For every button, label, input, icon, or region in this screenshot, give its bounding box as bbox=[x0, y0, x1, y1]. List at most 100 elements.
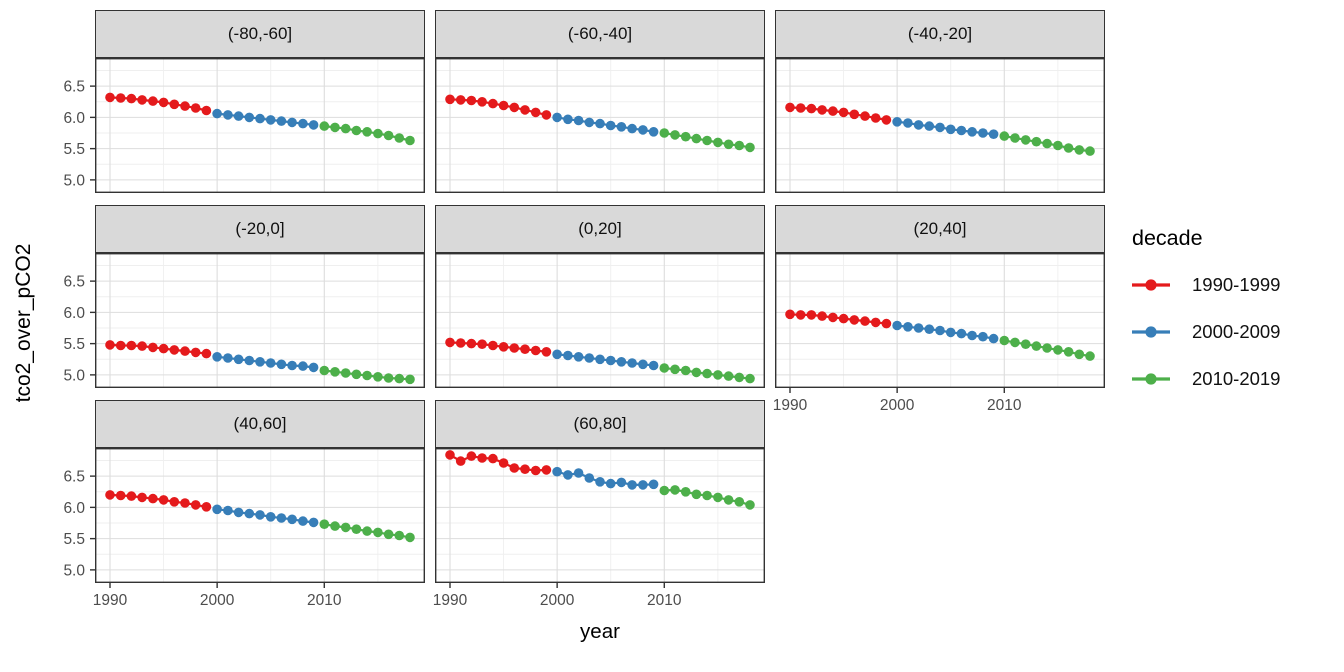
data-point bbox=[584, 473, 595, 483]
legend-key-icon bbox=[1132, 279, 1170, 291]
data-point bbox=[488, 98, 498, 109]
data-point bbox=[169, 345, 180, 355]
data-point bbox=[383, 130, 394, 141]
data-point bbox=[383, 373, 394, 383]
data-point bbox=[319, 365, 330, 376]
y-tick-label: 6.5 bbox=[63, 469, 85, 486]
facet-panel: 5.0 5.5 6.0 6.5 bbox=[63, 252, 426, 389]
y-axis-title: tco2_over_pCO2 bbox=[12, 243, 35, 403]
data-point bbox=[255, 510, 265, 520]
data-point bbox=[455, 456, 466, 466]
data-point bbox=[520, 105, 530, 115]
data-point bbox=[340, 368, 351, 378]
data-point bbox=[999, 131, 1010, 141]
data-point bbox=[723, 371, 734, 381]
data-point bbox=[967, 330, 977, 341]
data-point bbox=[1010, 133, 1020, 143]
data-point bbox=[405, 374, 415, 385]
data-point bbox=[745, 142, 755, 153]
legend-entry-label: 2000-2009 bbox=[1192, 321, 1281, 342]
y-tick-label: 5.0 bbox=[63, 172, 85, 189]
data-point bbox=[648, 360, 659, 371]
data-point bbox=[870, 317, 881, 328]
data-point bbox=[680, 487, 691, 497]
data-point bbox=[298, 361, 308, 371]
data-point bbox=[137, 341, 147, 351]
data-point bbox=[817, 311, 827, 321]
data-point bbox=[616, 477, 627, 488]
data-point bbox=[734, 497, 745, 507]
series-line bbox=[216, 508, 314, 524]
data-point bbox=[265, 115, 276, 125]
data-point bbox=[1085, 351, 1095, 361]
x-tick-label: 2010 bbox=[987, 397, 1022, 414]
data-point bbox=[999, 335, 1010, 346]
data-point bbox=[691, 367, 702, 378]
data-point bbox=[373, 527, 383, 538]
data-point bbox=[319, 121, 330, 131]
series-line bbox=[216, 112, 314, 126]
data-point bbox=[265, 358, 276, 368]
data-point bbox=[351, 125, 362, 136]
facet-panel bbox=[434, 57, 766, 194]
data-point bbox=[713, 370, 723, 380]
facet-panel: 5.0 5.5 6.0 6.5 1990 2000 2010 bbox=[63, 447, 426, 609]
data-point bbox=[298, 516, 308, 526]
data-point bbox=[913, 120, 924, 130]
y-tick-label: 5.0 bbox=[63, 367, 85, 384]
data-point bbox=[158, 97, 169, 108]
data-point bbox=[126, 93, 137, 104]
data-point bbox=[1053, 140, 1063, 151]
facet-strip: (40,60] bbox=[95, 400, 425, 448]
data-point bbox=[713, 492, 723, 503]
x-tick-label: 1990 bbox=[773, 397, 808, 414]
data-point bbox=[212, 352, 222, 362]
y-tick-label: 5.5 bbox=[63, 531, 85, 548]
data-point bbox=[223, 505, 233, 516]
data-point bbox=[659, 363, 670, 373]
data-point bbox=[169, 99, 180, 110]
data-point bbox=[552, 466, 562, 477]
data-point bbox=[158, 495, 169, 505]
data-point bbox=[638, 359, 648, 370]
data-point bbox=[330, 521, 340, 531]
facet-strip: (-60,-40] bbox=[435, 10, 765, 58]
y-tick-label: 5.5 bbox=[63, 141, 85, 158]
data-point bbox=[115, 490, 126, 501]
legend-entry-label: 2010-2019 bbox=[1192, 368, 1281, 389]
series-line bbox=[449, 98, 547, 116]
x-tick-label: 2000 bbox=[200, 592, 235, 609]
data-point bbox=[373, 128, 383, 139]
data-point bbox=[745, 500, 755, 510]
data-point bbox=[137, 95, 147, 105]
data-point bbox=[488, 340, 498, 351]
data-point bbox=[552, 349, 562, 360]
data-point bbox=[1063, 143, 1074, 153]
data-point bbox=[115, 93, 126, 103]
data-point bbox=[670, 130, 680, 140]
data-point bbox=[849, 109, 860, 120]
y-tick-label: 6.0 bbox=[63, 305, 85, 322]
data-point bbox=[223, 110, 233, 120]
series-line bbox=[449, 341, 547, 353]
data-point bbox=[287, 117, 297, 128]
data-point bbox=[828, 106, 838, 116]
data-point bbox=[648, 127, 659, 137]
data-point bbox=[1085, 146, 1095, 156]
data-point bbox=[362, 526, 372, 536]
data-point bbox=[180, 346, 190, 356]
y-tick-label: 5.5 bbox=[63, 336, 85, 353]
y-tick-label: 6.5 bbox=[63, 274, 85, 291]
data-point bbox=[477, 453, 487, 463]
data-point bbox=[148, 493, 158, 504]
data-point bbox=[806, 310, 817, 320]
data-point bbox=[584, 353, 595, 363]
legend-title: decade bbox=[1132, 226, 1203, 250]
series-line bbox=[109, 343, 207, 355]
data-point bbox=[115, 340, 126, 351]
data-point bbox=[498, 458, 509, 468]
data-point bbox=[137, 492, 147, 503]
data-point bbox=[680, 365, 691, 376]
data-point bbox=[605, 478, 616, 489]
data-point bbox=[169, 497, 180, 507]
